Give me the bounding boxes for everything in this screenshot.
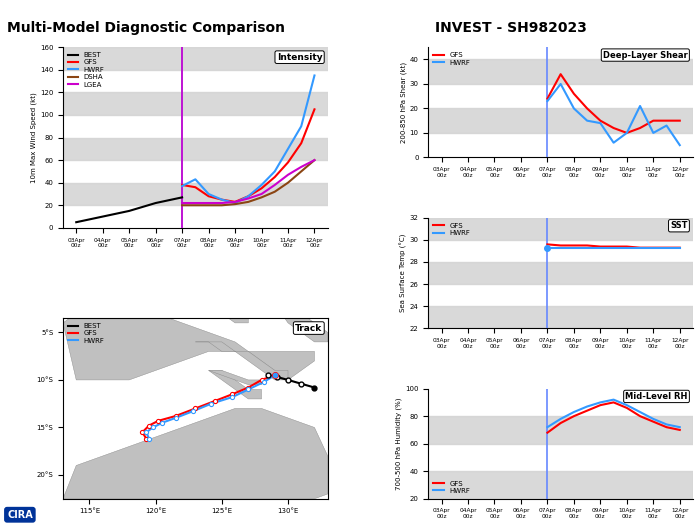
Y-axis label: 200-850 hPa Shear (kt): 200-850 hPa Shear (kt) xyxy=(400,62,407,143)
Polygon shape xyxy=(142,295,248,323)
Text: Intensity: Intensity xyxy=(276,52,323,61)
Text: Track: Track xyxy=(295,323,323,332)
Polygon shape xyxy=(209,371,262,385)
Y-axis label: 700-500 hPa Humidity (%): 700-500 hPa Humidity (%) xyxy=(395,397,402,490)
Bar xyxy=(63,47,328,70)
Bar xyxy=(63,92,328,115)
Bar xyxy=(428,218,693,240)
Text: Deep-Layer Shear: Deep-Layer Shear xyxy=(603,50,687,59)
Text: Multi-Model Diagnostic Comparison: Multi-Model Diagnostic Comparison xyxy=(7,21,285,35)
Y-axis label: 10m Max Wind Speed (kt): 10m Max Wind Speed (kt) xyxy=(31,92,37,183)
Text: INVEST - SH982023: INVEST - SH982023 xyxy=(435,21,587,35)
Polygon shape xyxy=(275,304,328,342)
Legend: BEST, GFS, HWRF: BEST, GFS, HWRF xyxy=(66,322,106,345)
Bar xyxy=(428,471,693,499)
Bar xyxy=(428,262,693,284)
Legend: GFS, HWRF: GFS, HWRF xyxy=(432,51,471,67)
Text: CIRA: CIRA xyxy=(7,510,33,520)
Y-axis label: Sea Surface Temp (°C): Sea Surface Temp (°C) xyxy=(400,234,407,312)
Polygon shape xyxy=(63,408,328,499)
Bar xyxy=(428,306,693,328)
Bar xyxy=(63,138,328,160)
Bar xyxy=(428,416,693,444)
Polygon shape xyxy=(63,313,314,380)
Text: SST: SST xyxy=(670,221,687,230)
Polygon shape xyxy=(195,342,288,380)
Bar xyxy=(428,59,693,84)
Legend: GFS, HWRF: GFS, HWRF xyxy=(432,479,471,495)
Polygon shape xyxy=(209,371,262,399)
Bar xyxy=(63,183,328,205)
Legend: GFS, HWRF: GFS, HWRF xyxy=(432,222,471,238)
Bar xyxy=(428,109,693,133)
Legend: BEST, GFS, HWRF, DSHA, LGEA: BEST, GFS, HWRF, DSHA, LGEA xyxy=(66,51,106,89)
Text: Mid-Level RH: Mid-Level RH xyxy=(625,392,687,401)
